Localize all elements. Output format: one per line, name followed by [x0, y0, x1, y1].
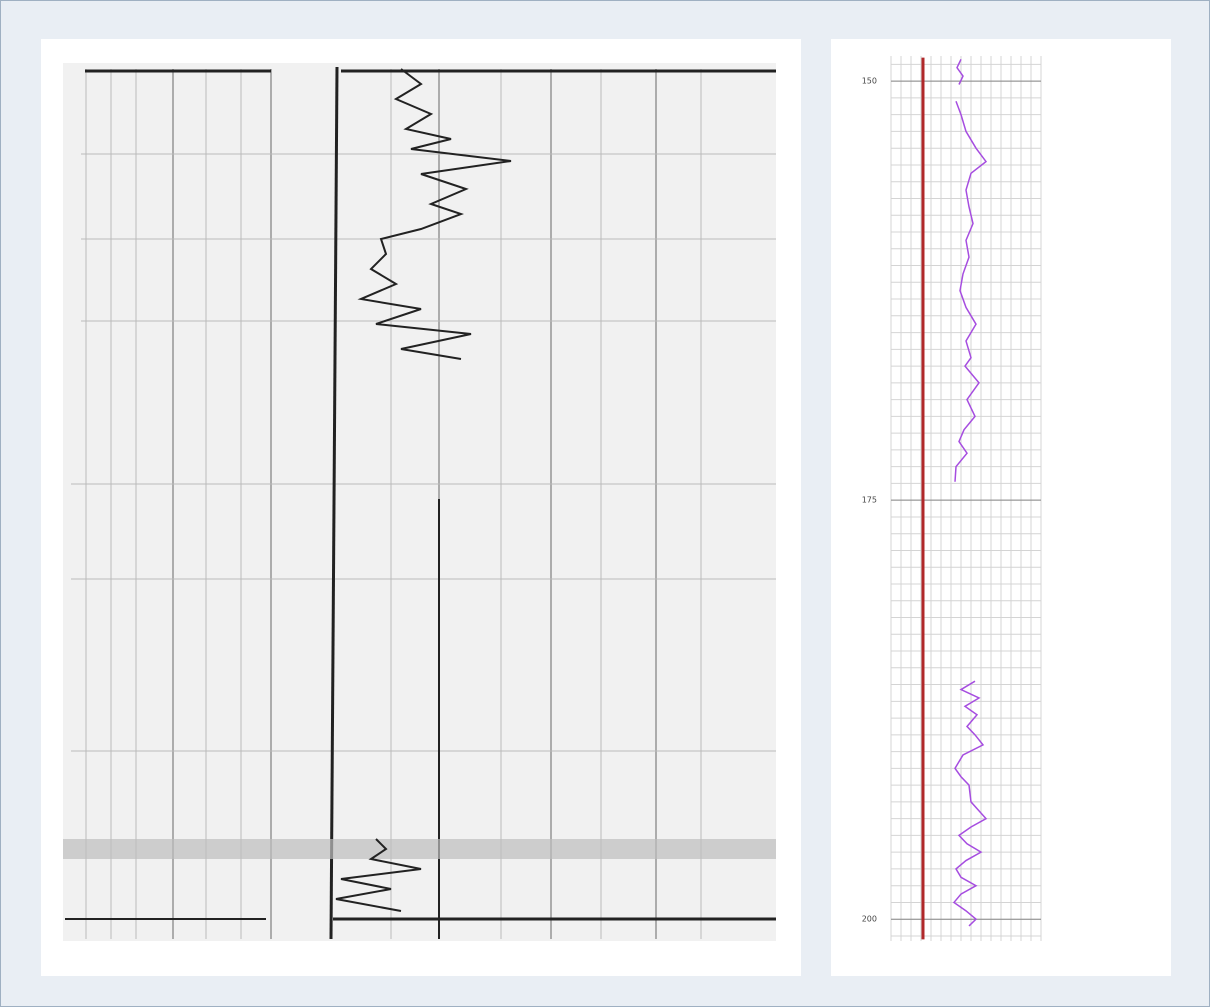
y-tick-label: 200 [862, 915, 877, 924]
scan-band [63, 839, 776, 859]
scan-background [63, 63, 776, 941]
scan-trace-lower [335, 838, 422, 912]
scan-panel [41, 39, 801, 976]
scan-grid [71, 69, 776, 939]
log-chart: 150 175 200 [862, 56, 1042, 941]
log-panel: 150 175 200 [831, 39, 1171, 976]
log-curve [952, 59, 988, 927]
scanned-log-image [63, 63, 776, 941]
scan-frame-lines [65, 66, 776, 940]
y-tick-label: 150 [862, 77, 877, 86]
y-tick-label: 175 [862, 496, 877, 505]
scan-trace [357, 68, 512, 360]
